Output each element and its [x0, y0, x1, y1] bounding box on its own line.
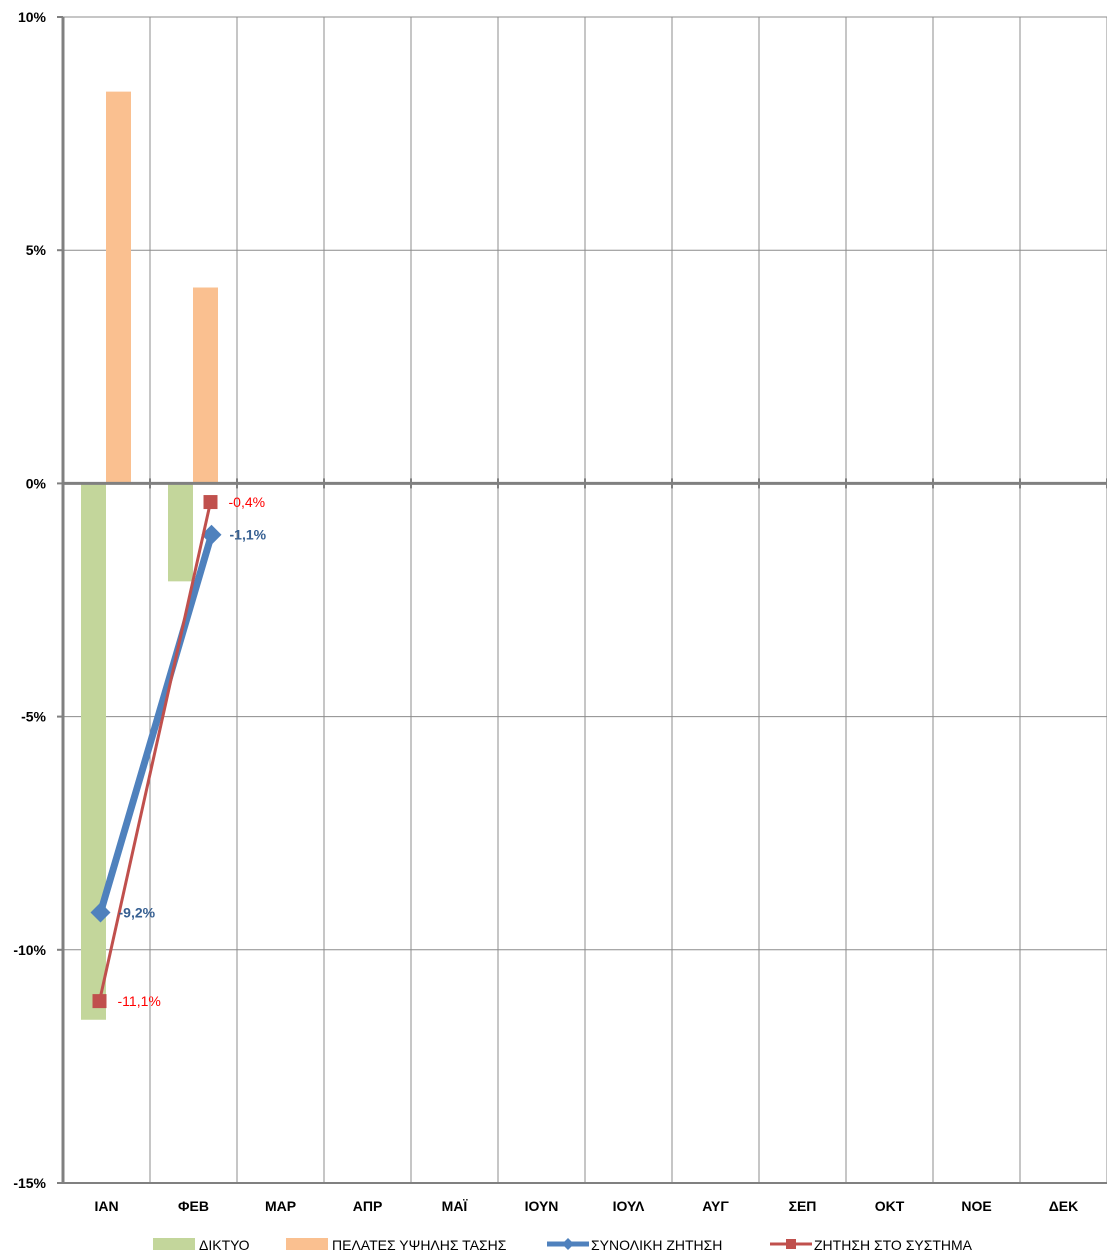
y-tick-label: -10%	[13, 942, 46, 958]
legend-marker	[562, 1238, 574, 1250]
data-label: -1,1%	[230, 527, 267, 543]
x-tick-label: ΙΑΝ	[94, 1198, 118, 1214]
legend: ΔΙΚΤΥΟ ΠΕΛΑΤΕΣ ΥΨΗΛΗΣ ΤΑΣΗΣ ΣΥΝΟΛΙΚΗ ΖΗΤΗΣ…	[153, 1237, 973, 1253]
x-tick-label: ΑΥΓ	[702, 1198, 729, 1214]
legend-label: ΠΕΛΑΤΕΣ ΥΨΗΛΗΣ ΤΑΣΗΣ	[332, 1237, 507, 1253]
series-line	[97, 533, 215, 914]
x-tick-label: ΜΑΪ	[442, 1198, 469, 1214]
labels: -9,2% -1,1% -11,1% -0,4%	[118, 494, 267, 1009]
y-tick-label: 10%	[18, 9, 47, 25]
x-tick-label: ΔΕΚ	[1049, 1198, 1079, 1214]
legend-label: ΖΗΤΗΣΗ ΣΤΟ ΣΥΣΤΗΜΑ	[814, 1237, 973, 1253]
axes: 10% 5% 0% -5% -10% -15% ΙΑΝ ΦΕΒ ΜΑΡ ΑΠΡ ΜΑΪ ΙΟΥΝ ΙΟΥ…	[13, 9, 1107, 1214]
bar	[168, 483, 193, 582]
x-tick-label: ΙΟΥΛ	[613, 1198, 645, 1214]
legend-label: ΣΥΝΟΛΙΚΗ ΖΗΤΗΣΗ	[591, 1237, 722, 1253]
data-label: -11,1%	[118, 993, 161, 1009]
x-tick-label: ΑΠΡ	[353, 1198, 383, 1214]
x-tick-label: ΣΕΠ	[789, 1198, 817, 1214]
series-line	[98, 501, 212, 1002]
data-point	[201, 524, 222, 545]
data-point	[90, 902, 111, 923]
bar	[106, 91, 131, 484]
x-tick-label: ΦΕΒ	[178, 1198, 209, 1214]
y-tick-label: -5%	[21, 709, 46, 725]
y-tick-label: 5%	[26, 242, 47, 258]
legend-swatch	[153, 1238, 195, 1250]
legend-marker	[786, 1239, 796, 1249]
legend-label: ΔΙΚΤΥΟ	[199, 1237, 250, 1253]
legend-swatch	[286, 1238, 328, 1250]
data-label: -9,2%	[119, 904, 156, 920]
grid	[63, 16, 1107, 1184]
y-tick-label: 0%	[26, 475, 47, 491]
x-tick-label: ΙΟΥΝ	[525, 1198, 559, 1214]
bars	[81, 91, 218, 1020]
data-point	[92, 994, 107, 1009]
x-tick-label: ΝΟΕ	[961, 1198, 991, 1214]
bar	[193, 287, 218, 484]
x-tick-label: ΜΑΡ	[265, 1198, 296, 1214]
data-point	[203, 495, 218, 510]
lines	[90, 495, 222, 1009]
data-label: -0,4%	[229, 494, 266, 510]
x-tick-label: ΟΚΤ	[875, 1198, 905, 1214]
y-tick-label: -15%	[13, 1175, 46, 1191]
bar	[81, 483, 106, 1020]
